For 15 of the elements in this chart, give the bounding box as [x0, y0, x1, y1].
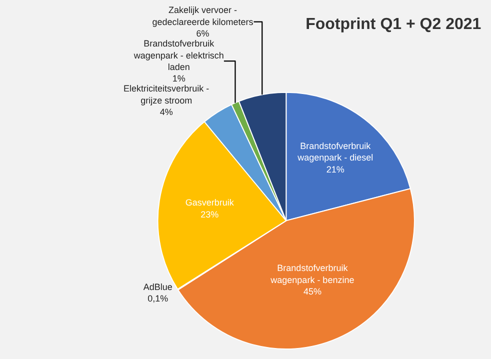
slice-label: Elektriciteitsverbruik - grijze stroom [124, 84, 210, 106]
slice-label: Brandstofverbruik wagenpark - elektrisch laden [132, 38, 224, 72]
data-label: 45% [303, 286, 322, 297]
data-label: 21% [326, 164, 344, 174]
data-label: 23% [200, 209, 219, 220]
slice-label: Brandstofverbruik wagenpark - diesel [296, 141, 374, 163]
data-label: 1% [172, 74, 186, 84]
data-label: 4% [160, 107, 173, 118]
slice-label: Brandstofverbruik wagenpark - benzine [270, 263, 354, 285]
slice-label: Gasverbruik [185, 198, 234, 208]
slice-label: AdBlue [143, 282, 172, 292]
text: Footprint Q1 + Q2 2021 [306, 16, 482, 34]
slice-label: Zakelijk vervoer - gedeclareerde kilometers [152, 5, 254, 27]
data-label: 0,1% [148, 294, 168, 304]
data-label: 6% [196, 28, 210, 39]
